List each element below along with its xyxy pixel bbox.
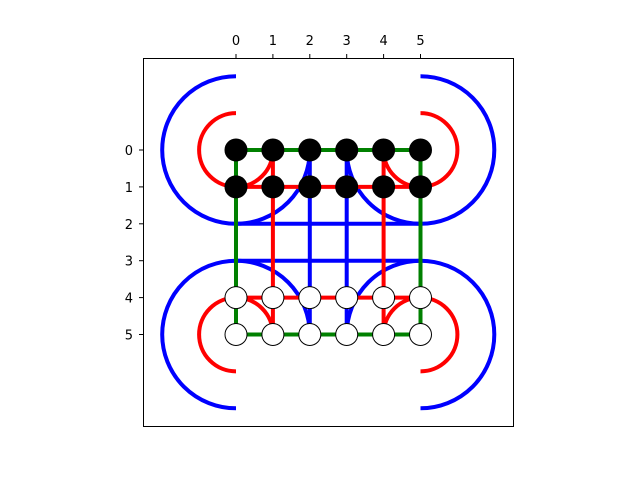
filled-node: [372, 175, 396, 199]
filled-node: [335, 138, 359, 162]
filled-node: [335, 175, 359, 199]
edges-layer: [234, 148, 423, 337]
x-tick-label: 5: [416, 34, 424, 49]
nodes-layer: [224, 138, 432, 346]
y-tick-label: 2: [125, 218, 133, 233]
hollow-node: [335, 286, 359, 310]
blue-arc: [160, 74, 312, 226]
hollow-node: [335, 323, 359, 346]
y-tick-label: 1: [125, 181, 133, 196]
x-tick-label: 4: [379, 34, 387, 49]
blue-arc: [344, 258, 497, 411]
x-tick-label: 2: [306, 34, 314, 49]
red-arc: [197, 295, 275, 374]
hollow-node: [224, 323, 248, 346]
y-axis-ticks: 0 1 2 3 4 5: [125, 144, 144, 344]
hollow-node: [261, 323, 285, 346]
filled-node: [372, 138, 396, 162]
filled-node: [224, 175, 248, 199]
filled-node: [261, 138, 285, 162]
x-tick-label: 1: [269, 34, 277, 49]
x-axis-ticks: 0 1 2 3 4 5: [232, 34, 425, 59]
hollow-node: [224, 286, 248, 310]
y-tick-label: 5: [125, 329, 133, 344]
hollow-node: [298, 286, 322, 310]
filled-node: [261, 175, 285, 199]
hollow-node: [372, 286, 396, 310]
filled-node: [409, 175, 432, 199]
red-arc: [381, 295, 460, 374]
arcs-layer: [160, 74, 497, 411]
hollow-node: [409, 286, 432, 310]
filled-node: [298, 138, 322, 162]
hollow-node: [372, 323, 396, 346]
red-arc: [381, 111, 460, 189]
x-tick-label: 0: [232, 34, 240, 49]
blue-arc: [344, 74, 497, 226]
filled-node: [224, 138, 248, 162]
y-tick-label: 4: [125, 292, 133, 307]
y-tick-label: 3: [125, 255, 133, 270]
hollow-node: [409, 323, 432, 346]
hollow-node: [261, 286, 285, 310]
filled-node: [409, 138, 432, 162]
x-tick-label: 3: [343, 34, 351, 49]
filled-node: [298, 175, 322, 199]
hollow-node: [298, 323, 322, 346]
axes-frame: [143, 58, 514, 427]
blue-arc: [160, 258, 312, 411]
y-tick-label: 0: [125, 144, 133, 159]
red-arc: [197, 111, 275, 189]
